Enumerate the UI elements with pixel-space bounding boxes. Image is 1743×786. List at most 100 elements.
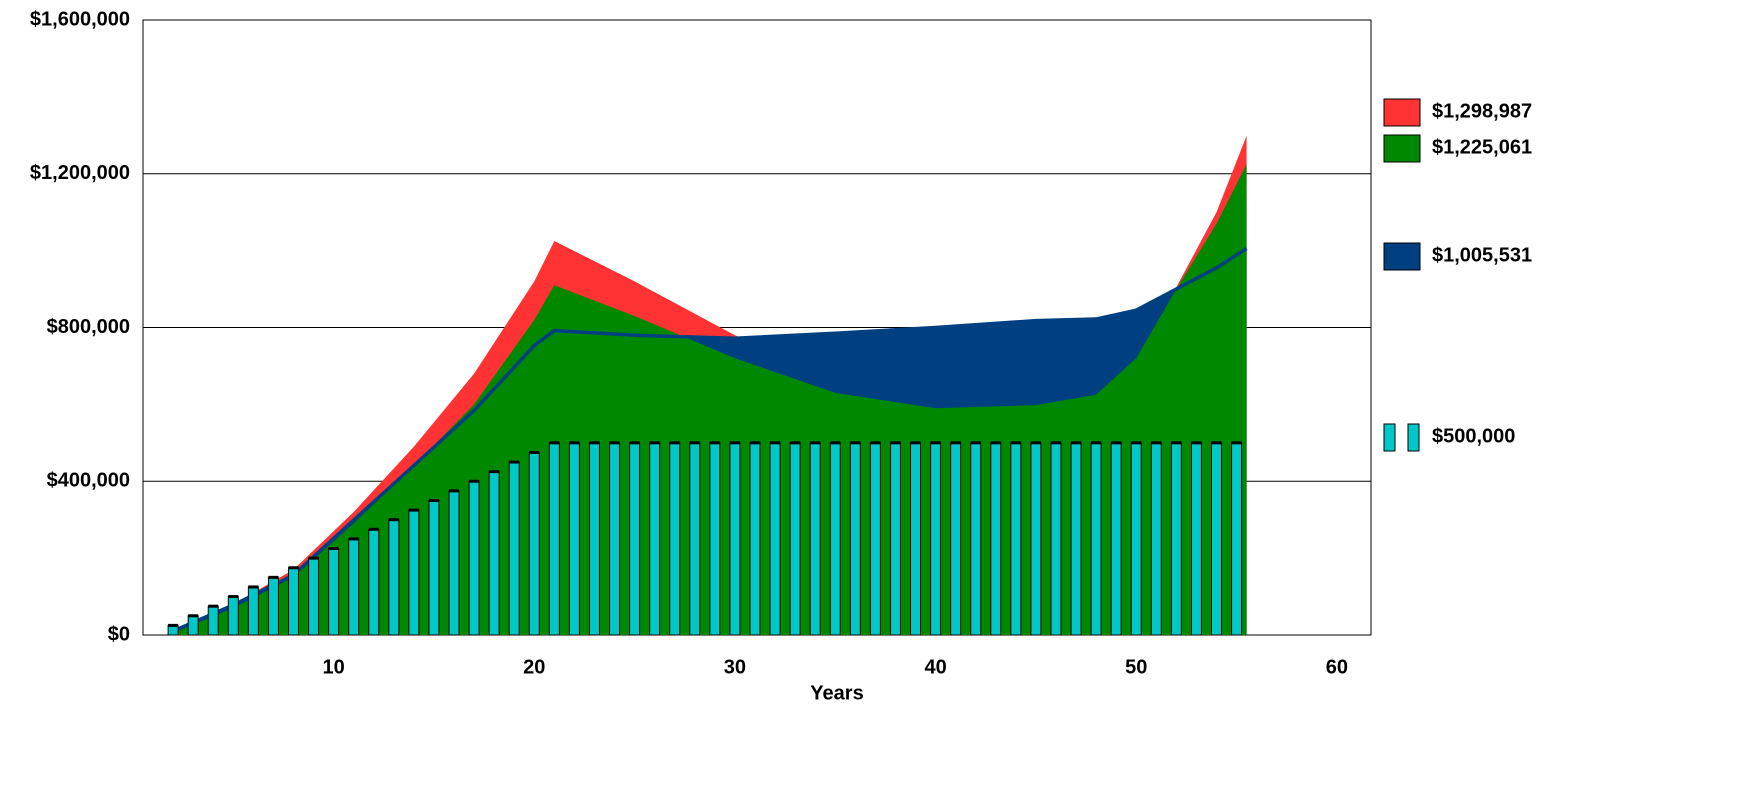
bar [388,519,400,636]
bar [769,442,781,636]
bar [247,586,259,636]
legend-label: $500,000 [1432,425,1515,447]
bar [930,442,942,636]
y-tick-label: $400,000 [47,470,130,492]
x-tick-label: 10 [322,656,344,678]
legend-swatch [1383,242,1421,271]
legend-swatch [1383,98,1421,127]
bar [729,442,741,636]
x-tick-label: 30 [724,656,746,678]
bar-cap [629,441,640,445]
bar [207,605,219,636]
bar [1190,442,1202,636]
bar-cap [228,595,239,599]
bar-cap [449,489,460,493]
bar [508,461,520,636]
bar-cap [790,441,801,445]
x-tick-label: 60 [1326,656,1348,678]
bar-cap [509,460,520,464]
bar [910,442,922,636]
bar-cap [1211,441,1222,445]
x-tick-label: 20 [523,656,545,678]
x-tick-label: 50 [1125,656,1147,678]
bar-cap [328,547,339,551]
bar [789,442,801,636]
bar-cap [1171,441,1182,445]
bar-cap [1050,441,1061,445]
line [172,247,1248,633]
bar-cap [569,441,580,445]
bar-cap [709,441,720,445]
bar-cap [168,623,179,627]
bar-cap [268,575,279,579]
bar [1090,442,1102,636]
bar-cap [529,450,540,454]
bar-cap [388,518,399,522]
bar-cap [248,585,259,589]
bar [1110,442,1122,636]
bar-cap [609,441,620,445]
bar [1070,442,1082,636]
bar-cap [469,479,480,483]
bar-cap [368,527,379,531]
bar [970,442,982,636]
bar [187,615,199,636]
bar [990,442,1002,636]
bar [669,442,681,636]
bar-cap [188,614,199,618]
bar-cap [589,441,600,445]
bar-cap [669,441,680,445]
bar [1150,442,1162,636]
bar-cap [308,556,319,560]
y-tick-label: $1,200,000 [30,162,130,184]
bar-cap [1151,441,1162,445]
bar-cap [749,441,760,445]
bar-cap [1010,441,1021,445]
bar [829,442,841,636]
y-tick-label: $0 [108,623,130,645]
bar [889,442,901,636]
bar [629,442,641,636]
y-tick-label: $800,000 [47,316,130,338]
bar-cap [910,441,921,445]
bar-cap [930,441,941,445]
bar [408,509,420,636]
bar [950,442,962,636]
legend-label: $1,005,531 [1432,244,1532,266]
legend-label: $1,225,061 [1432,136,1532,158]
bar [348,538,360,636]
bar-cap [408,508,419,512]
bar [849,442,861,636]
bar-cap [489,470,500,474]
bar [588,442,600,636]
bar-cap [1191,441,1202,445]
bar-cap [288,566,299,570]
bar-cap [689,441,700,445]
bar-cap [1030,441,1041,445]
bar [428,499,440,636]
bar [468,480,480,636]
bar-cap [870,441,881,445]
bar-cap [1111,441,1122,445]
bar-cap [348,537,359,541]
bar [488,471,500,636]
bar [528,451,540,636]
bar-cap [890,441,901,445]
bar [448,490,460,636]
bar [709,442,721,636]
y-tick-label: $1,600,000 [30,8,130,30]
legend-swatch [1383,423,1396,452]
bar [869,442,881,636]
bar-cap [1231,441,1242,445]
bar [749,442,761,636]
bar [548,442,560,636]
bar [1050,442,1062,636]
legend-swatch [1407,423,1420,452]
bar-cap [1091,441,1102,445]
bar-cap [428,498,439,502]
bar-cap [830,441,841,445]
bar [267,576,279,636]
bar [368,528,380,636]
bar [328,548,340,636]
